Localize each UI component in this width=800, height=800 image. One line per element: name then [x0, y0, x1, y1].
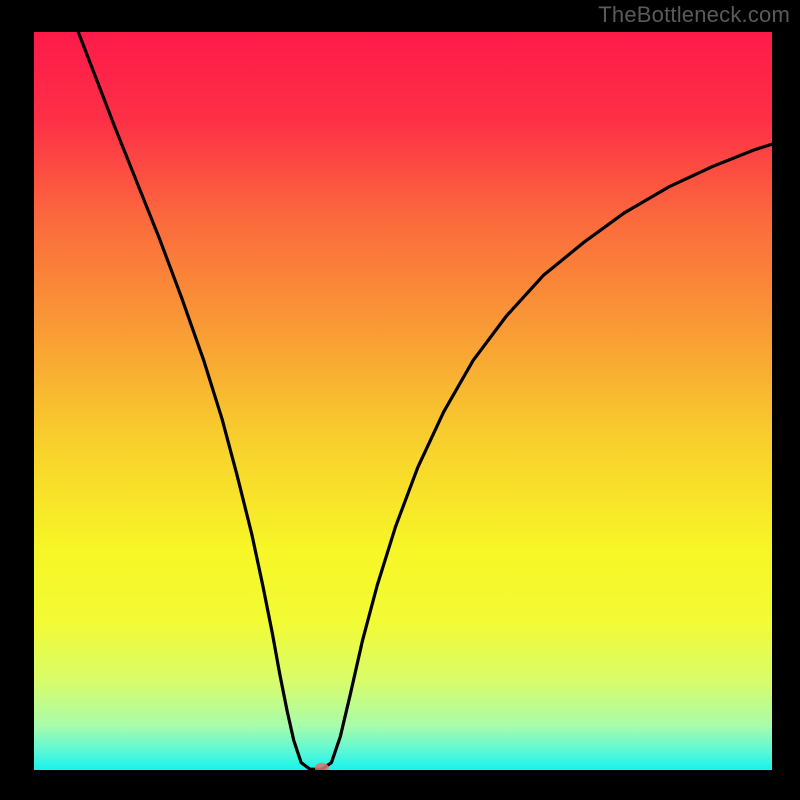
- watermark-text: TheBottleneck.com: [598, 2, 790, 28]
- chart-container: TheBottleneck.com: [0, 0, 800, 800]
- gradient-background: [34, 32, 772, 770]
- bottleneck-chart: [0, 0, 800, 800]
